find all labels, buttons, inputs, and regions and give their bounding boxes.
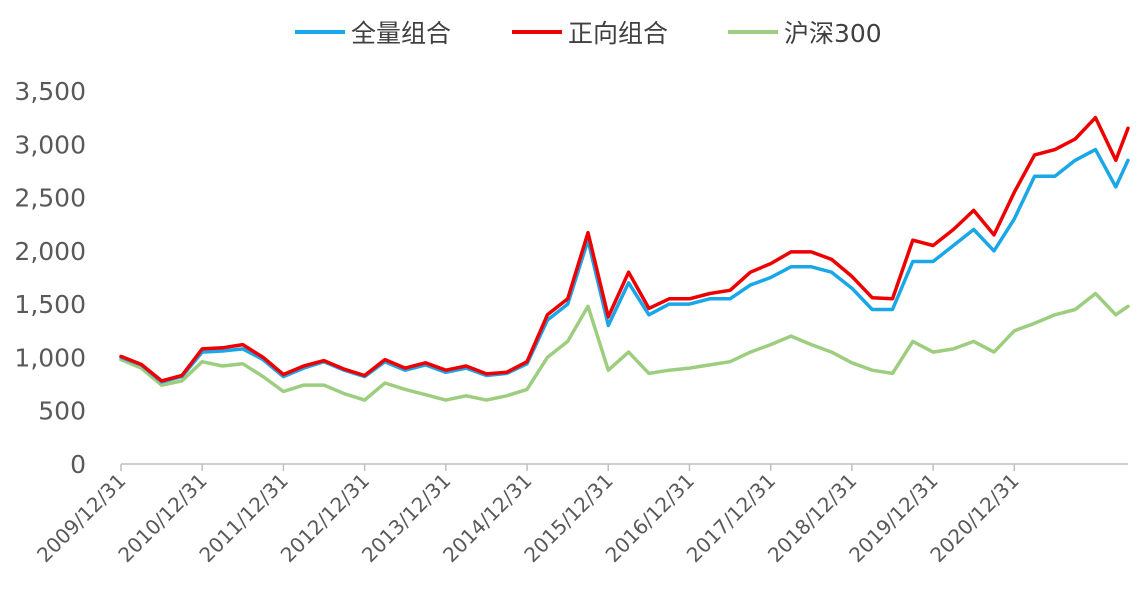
y-tick-label: 0	[70, 450, 86, 479]
legend-item-1: 正向组合	[512, 12, 668, 52]
y-tick-label: 3,500	[14, 77, 86, 106]
legend-item-2: 沪深300	[728, 12, 882, 52]
legend-label-1: 正向组合	[568, 19, 669, 48]
y-tick-label: 2,500	[14, 184, 86, 213]
x-axis: 2009/12/312010/12/312011/12/312012/12/31…	[32, 463, 1128, 567]
y-tick-label: 1,500	[14, 290, 86, 319]
series-line-1	[119, 115, 1130, 383]
legend-label-0: 全量组合	[351, 19, 452, 48]
series-lines	[119, 115, 1130, 402]
y-tick-label: 2,000	[14, 237, 86, 266]
y-tick-label: 500	[38, 397, 86, 426]
y-axis: 0 500 1,000 1,500 2,000 2,500 3,000 3,500	[14, 77, 86, 479]
y-tick-label: 1,000	[14, 343, 86, 372]
legend-label-2: 沪深300	[784, 19, 882, 48]
legend-item-0: 全量组合	[295, 12, 451, 52]
series-line-2	[119, 291, 1130, 402]
y-tick-label: 3,000	[14, 130, 86, 159]
legend-swatch-1	[512, 30, 562, 34]
legend: 全量组合 正向组合 沪深300	[0, 12, 1146, 52]
legend-swatch-2	[728, 30, 778, 34]
legend-swatch-0	[295, 30, 345, 34]
series-line-0	[119, 147, 1130, 384]
